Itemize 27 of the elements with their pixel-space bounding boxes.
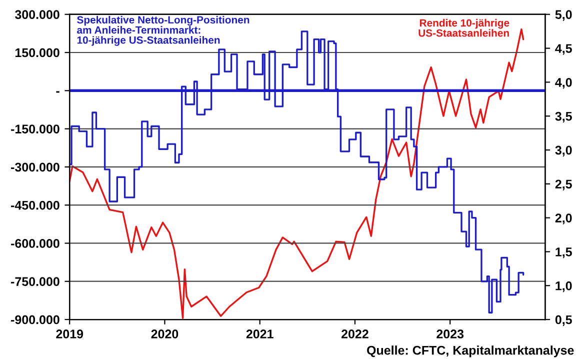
y2-tick-label: 2,5	[555, 180, 572, 190]
y-tick-label: -900.000	[11, 315, 60, 324]
series-label: Rendite 10-jährige US-Staatsanleihen	[418, 18, 510, 37]
y-tick-label: -600.000	[11, 239, 60, 248]
x-tick-label: 2019	[56, 330, 84, 338]
y2-tick-label: 3,5	[555, 112, 572, 123]
y2-tick-label: 1,5	[556, 248, 572, 258]
y-tick-label: -300.000	[11, 162, 60, 172]
y2-tick-label: 4,0	[555, 78, 572, 89]
y-tick-label: -450.000	[11, 200, 60, 210]
y-tick-label: -750.000	[11, 277, 60, 286]
x-tick-label: 2021	[246, 330, 274, 338]
y2-tick-label: 3,0	[555, 146, 572, 156]
y2-tick-label: 2,0	[555, 214, 572, 224]
y-tick-label: 150.000	[15, 48, 60, 58]
y2-tick-label: 5,0	[555, 10, 572, 21]
y2-tick-label: 4,5	[555, 44, 572, 55]
x-tick-label: 2020	[151, 330, 178, 338]
y2-tick-label: 0,5	[555, 315, 572, 326]
series-label: Spekulative Netto-Long-Positionen am Anleihe-Terminmarkt: 10-jährige US-Staatsanleihen	[77, 16, 250, 46]
y-tick-label: 300.000	[14, 10, 60, 20]
y-tick-label: -	[56, 91, 60, 93]
source-note: Quelle: CFTC, Kapitalmarktanalyse	[367, 346, 574, 358]
y-tick-label: -150.000	[11, 124, 60, 134]
y2-tick-label: 1,0	[556, 281, 572, 292]
x-tick-label: 2022	[341, 330, 368, 338]
x-tick-label: 2023	[436, 330, 464, 338]
